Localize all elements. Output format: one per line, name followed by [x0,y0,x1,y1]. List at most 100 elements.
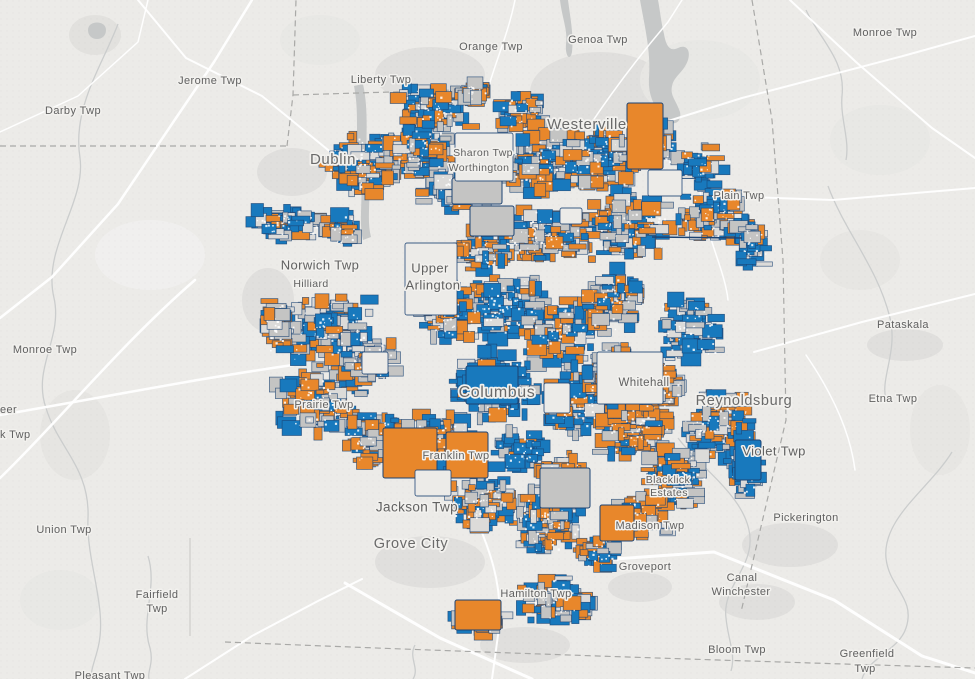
map-label-greenfield-twp-2: Twp [854,663,875,675]
parcel-patch-downtown-block [465,365,519,405]
map-label-fairfield-twp-1: Fairfield [136,589,179,601]
map-label-blacklick-estates-2: Estates [650,487,688,499]
map-label-monroe-twp-ne: Monroe Twp [853,27,917,39]
parcel-cluster [269,362,369,441]
parcel-cluster [516,573,598,626]
map-label-westerville: Westerville [547,116,627,133]
map-label-canal-winchester-2: Winchester [711,586,770,598]
parcel-cluster [577,184,678,263]
road-line [717,187,975,201]
map-label-pickerington: Pickerington [773,512,838,524]
map-label-dublin: Dublin [310,151,356,168]
road-line [0,0,254,320]
county-boundary-line [740,0,787,613]
creek-layer [41,9,953,679]
map-label-orange-twp: Orange Twp [459,41,523,53]
parcel-cluster [658,291,725,367]
road-line [587,0,683,129]
minerva-enclave [559,207,583,225]
map-label-deercreek-partial-1: eer [0,404,17,416]
road-line [753,293,975,353]
parcel-patch-madison-block [599,504,635,542]
whitehall-enclave [596,351,664,405]
parcel-patch-central-gray-block [469,205,515,237]
road-line [184,578,363,679]
map-label-etna-twp: Etna Twp [869,393,918,405]
map-label-whitehall: Whitehall [619,377,670,389]
parcel-patch-far-south-block [454,599,502,631]
road-line [789,0,975,159]
map-label-fairfield-twp-2: Twp [146,603,167,615]
map-label-liberty-twp: Liberty Twp [351,74,411,86]
parcel-cluster [259,298,295,354]
parcel-patch-south-gray-block [539,467,591,509]
map-label-monroe-twp-w: Monroe Twp [13,344,77,356]
map-label-hilliard: Hilliard [293,278,328,290]
parcel-cluster [492,91,551,133]
road-line [0,278,197,480]
creek-line [146,555,152,679]
west-enclave [361,351,389,375]
map-label-franklin-twp: Franklin Twp [423,450,490,462]
map-label-darby-twp: Darby Twp [45,105,101,117]
map-label-jackson-twp: Jackson Twp [376,500,458,515]
parcel-cluster [443,470,517,534]
creek-line [412,644,416,679]
map-label-violet-twp: Violet Twp [742,443,806,458]
map-label-jerome-twp: Jerome Twp [178,75,242,87]
map-label-prairie-twp: Prairie Twp [294,399,353,411]
map-label-upper-arlington-2: Arlington [406,277,461,292]
creek-line [41,23,119,679]
parcel-cluster [681,389,757,466]
map-label-blacklick-estates-1: Blacklick [646,474,691,486]
worthington-enclave [454,132,514,182]
parcel-cluster [454,76,491,107]
road-line [805,354,856,471]
parcel-cluster [573,261,645,337]
northeast-enclave [647,169,683,197]
parcel-patch-westerville-west-block [626,102,664,170]
map-label-canal-winchester-1: Canal [727,572,758,584]
map-label-union-twp: Union Twp [36,524,91,536]
parcel-patch-north-gray-block [451,177,503,205]
map-label-deercreek-partial-2: k Twp [0,429,31,441]
annexation-line [651,236,743,239]
enclave-layer [361,132,683,497]
parcel-cluster [318,207,362,247]
road-line [137,0,334,155]
map-label-columbus: Columbus [459,384,536,401]
southwest-enclave [414,469,452,497]
water-alum-creek [560,0,573,58]
map-label-norwich-twp: Norwich Twp [281,257,360,272]
map-label-grove-city: Grove City [374,536,449,552]
map-label-upper-arlington-1: Upper [411,260,449,275]
road-line [598,550,975,675]
map-label-groveport: Groveport [619,561,672,573]
map-label-madison-twp: Madison Twp [615,520,684,532]
parcel-cluster [497,204,589,263]
map-label-plain-twp: Plain Twp [713,190,764,202]
county-boundary-line [224,641,975,669]
parcel-cluster [640,447,710,510]
map-label-bloom-twp: Bloom Twp [708,644,766,656]
map-label-sharon-twp: Sharon Twp [453,147,513,159]
map-label-reynoldsburg: Reynoldsburg [696,393,793,409]
parcel-cluster [675,188,755,246]
map-label-greenfield-twp-1: Greenfield [840,648,895,660]
parcel-patch-violet-west-block [734,439,762,481]
parcel-cluster [499,127,582,199]
parcel-cluster [245,203,328,245]
creek-line [861,451,953,679]
road-line [664,35,975,123]
upper-arlington-enclave [404,242,458,316]
parcel-patch-layer [382,102,762,631]
parcel-patch-southwest-block-1 [382,427,438,479]
annexation-line-layer [651,236,743,239]
map-label-pataskala: Pataskala [877,319,929,331]
water-hoover-reservoir [640,0,689,124]
map-label-hamilton-twp: Hamilton Twp [500,588,571,600]
place-label-layer: Monroe Twp Jerome Twp Darby Twp Liberty Twp… [0,25,931,679]
